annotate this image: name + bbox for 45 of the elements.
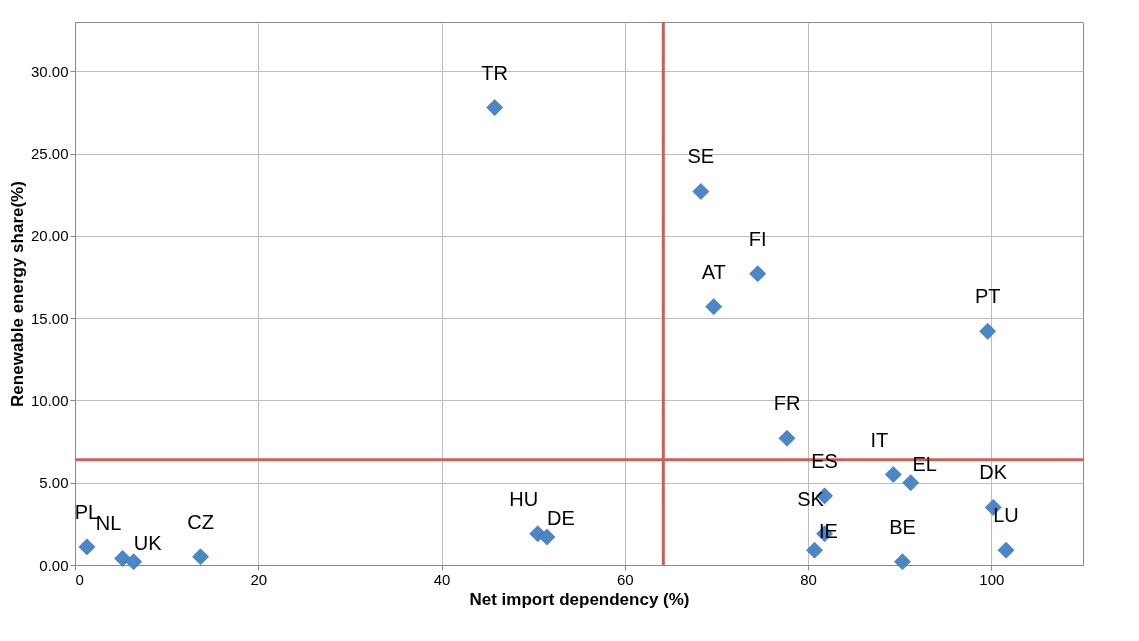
- annotation: IT: [870, 428, 889, 451]
- point: [538, 528, 556, 546]
- annotation: FR: [773, 392, 801, 415]
- x-tick-label: 80: [800, 570, 817, 588]
- annotation: DK: [979, 461, 1008, 484]
- annotation: CZ: [187, 510, 214, 533]
- point: [997, 541, 1015, 559]
- point: [486, 99, 504, 116]
- y-axis-title: Renewable energy share(%): [7, 181, 27, 407]
- point: [78, 538, 96, 556]
- annotation: HU: [509, 487, 539, 510]
- y-tick-label: 10.00: [30, 391, 69, 409]
- point: [884, 466, 902, 483]
- point: [894, 553, 911, 571]
- annotation: UK: [133, 531, 163, 554]
- y-tick-label: 5.00: [39, 474, 69, 492]
- point: [902, 474, 920, 492]
- y-tick-label: 15.00: [30, 309, 69, 327]
- annotation: DE: [547, 507, 575, 530]
- annotation: SK: [797, 487, 825, 510]
- x-tick-label: 40: [433, 570, 451, 588]
- y-tick-label: 25.00: [30, 145, 69, 163]
- x-tick-label: 60: [616, 570, 634, 588]
- annotation: LU: [993, 504, 1019, 527]
- point: [125, 553, 143, 571]
- x-axis-title: Net import dependency (%): [469, 589, 690, 609]
- annotation: BE: [889, 515, 916, 538]
- x-tick-label: 0: [75, 570, 84, 588]
- annotation: SE: [687, 145, 715, 168]
- point: [778, 429, 796, 447]
- point: [692, 183, 710, 200]
- annotation: AT: [701, 260, 726, 283]
- point: [979, 322, 997, 340]
- x-tick-label: 20: [250, 570, 268, 588]
- point: [749, 265, 767, 283]
- annotation: FI: [748, 227, 767, 250]
- point: [192, 548, 209, 566]
- point: [806, 541, 823, 559]
- y-tick-label: 20.00: [30, 227, 69, 245]
- y-tick-label: 30.00: [30, 62, 69, 80]
- annotation: TR: [481, 61, 509, 84]
- point: [705, 298, 723, 316]
- y-tick-label: 0.00: [39, 556, 69, 574]
- x-tick-label: 100: [979, 570, 1005, 588]
- annotation: PT: [974, 285, 1001, 308]
